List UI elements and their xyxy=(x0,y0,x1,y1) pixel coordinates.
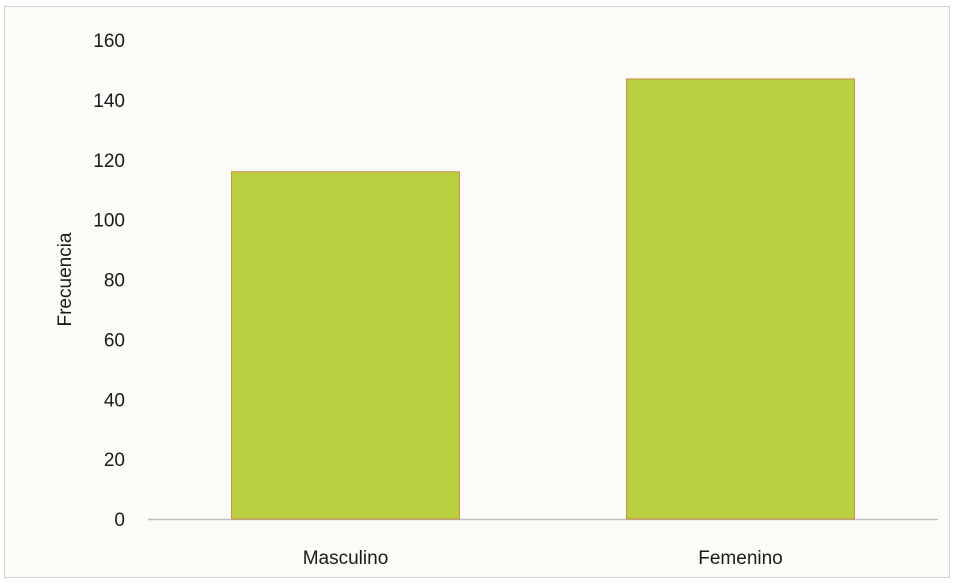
y-tick-label: 0 xyxy=(114,510,125,531)
x-tick-label: Femenino xyxy=(698,548,783,569)
bars xyxy=(231,78,855,520)
y-tick-label: 100 xyxy=(93,211,125,232)
y-tick-label: 140 xyxy=(93,91,125,112)
y-tick-label: 160 xyxy=(93,31,125,52)
bar-masculino xyxy=(231,171,460,520)
y-tick-label: 20 xyxy=(104,450,125,471)
y-tick-label: 80 xyxy=(104,271,125,292)
y-axis-ticks: 0 20 40 60 80 100 120 140 160 xyxy=(93,31,125,531)
y-tick-label: 120 xyxy=(93,151,125,172)
x-axis-ticks: Masculino Femenino xyxy=(303,548,783,569)
y-tick-label: 60 xyxy=(104,330,125,351)
bar-femenino xyxy=(626,78,855,520)
y-tick-label: 40 xyxy=(104,390,125,411)
y-axis-title: Frecuencia xyxy=(55,232,76,326)
x-tick-label: Masculino xyxy=(303,548,389,569)
